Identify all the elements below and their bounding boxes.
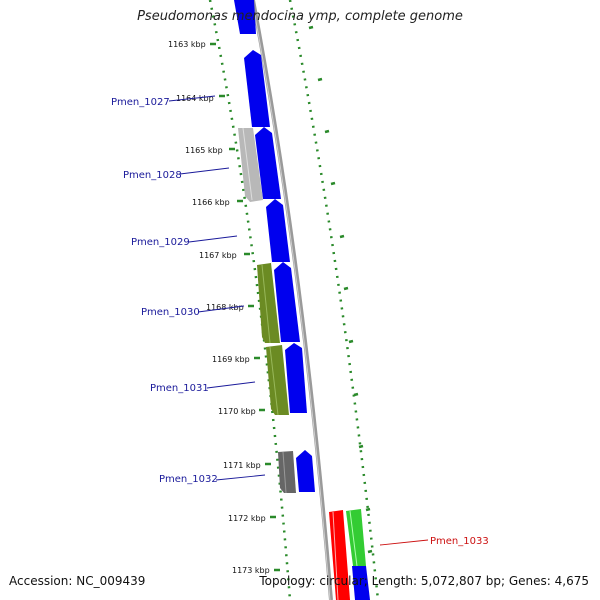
tick-label: 1170 kbp [218,407,256,416]
gene-label-pmen-1032[interactable]: Pmen_1032 [159,474,218,485]
gene-label-pmen-1033[interactable]: Pmen_1033 [430,536,489,547]
gene-separator [332,511,339,600]
genome-summary-text: Topology: circular; Length: 5,072,807 bp… [259,574,589,588]
gene-feature[interactable] [278,451,296,493]
gene-label-pmen-1027[interactable]: Pmen_1027 [111,97,170,108]
gene-label-pmen-1028[interactable]: Pmen_1028 [123,170,182,181]
gene-separator [261,264,271,344]
tick-label: 1168 kbp [206,303,244,312]
inner-dotted-track [208,0,292,600]
tick-marks-left [210,42,280,572]
gene-label-pmen-1030[interactable]: Pmen_1030 [141,307,200,318]
gene-separator [269,346,279,416]
gene-feature[interactable] [285,343,307,413]
genome-title: Pseudomonas mendocina ymp, complete geno… [137,9,463,24]
accession-text: Accession: NC_009439 [9,574,146,588]
tick-label: 1163 kbp [168,40,206,49]
genome-backbone [251,0,333,600]
label-leaders [168,95,266,481]
label-leader-red [379,539,429,546]
tick-label: 1171 kbp [223,461,261,470]
gene-feature[interactable] [296,450,315,492]
gene-feature[interactable] [238,128,263,202]
tick-label: 1172 kbp [228,514,266,523]
gene-feature[interactable] [266,199,290,262]
gene-separator [242,127,253,201]
gene-feature[interactable] [234,0,256,34]
gene-label-pmen-1029[interactable]: Pmen_1029 [131,237,190,248]
gene-label-pmen-1031[interactable]: Pmen_1031 [150,383,209,394]
genome-backbone-highlight [251,0,331,600]
tick-label: 1173 kbp [232,566,270,575]
gene-separator [282,451,287,494]
gene-feature[interactable] [244,50,270,127]
gene-feature[interactable] [352,566,370,600]
tick-marks-right [308,25,373,554]
gene-feature[interactable] [274,262,300,342]
tick-label: 1166 kbp [192,198,230,207]
gene-feature[interactable] [346,509,366,566]
gene-separator [349,510,358,567]
tick-label: 1165 kbp [185,146,223,155]
gene-feature[interactable] [255,127,281,199]
outer-dotted-track [288,0,380,600]
gene-feature[interactable] [257,263,280,343]
tick-label: 1167 kbp [199,251,237,260]
tick-label: 1169 kbp [212,355,250,364]
